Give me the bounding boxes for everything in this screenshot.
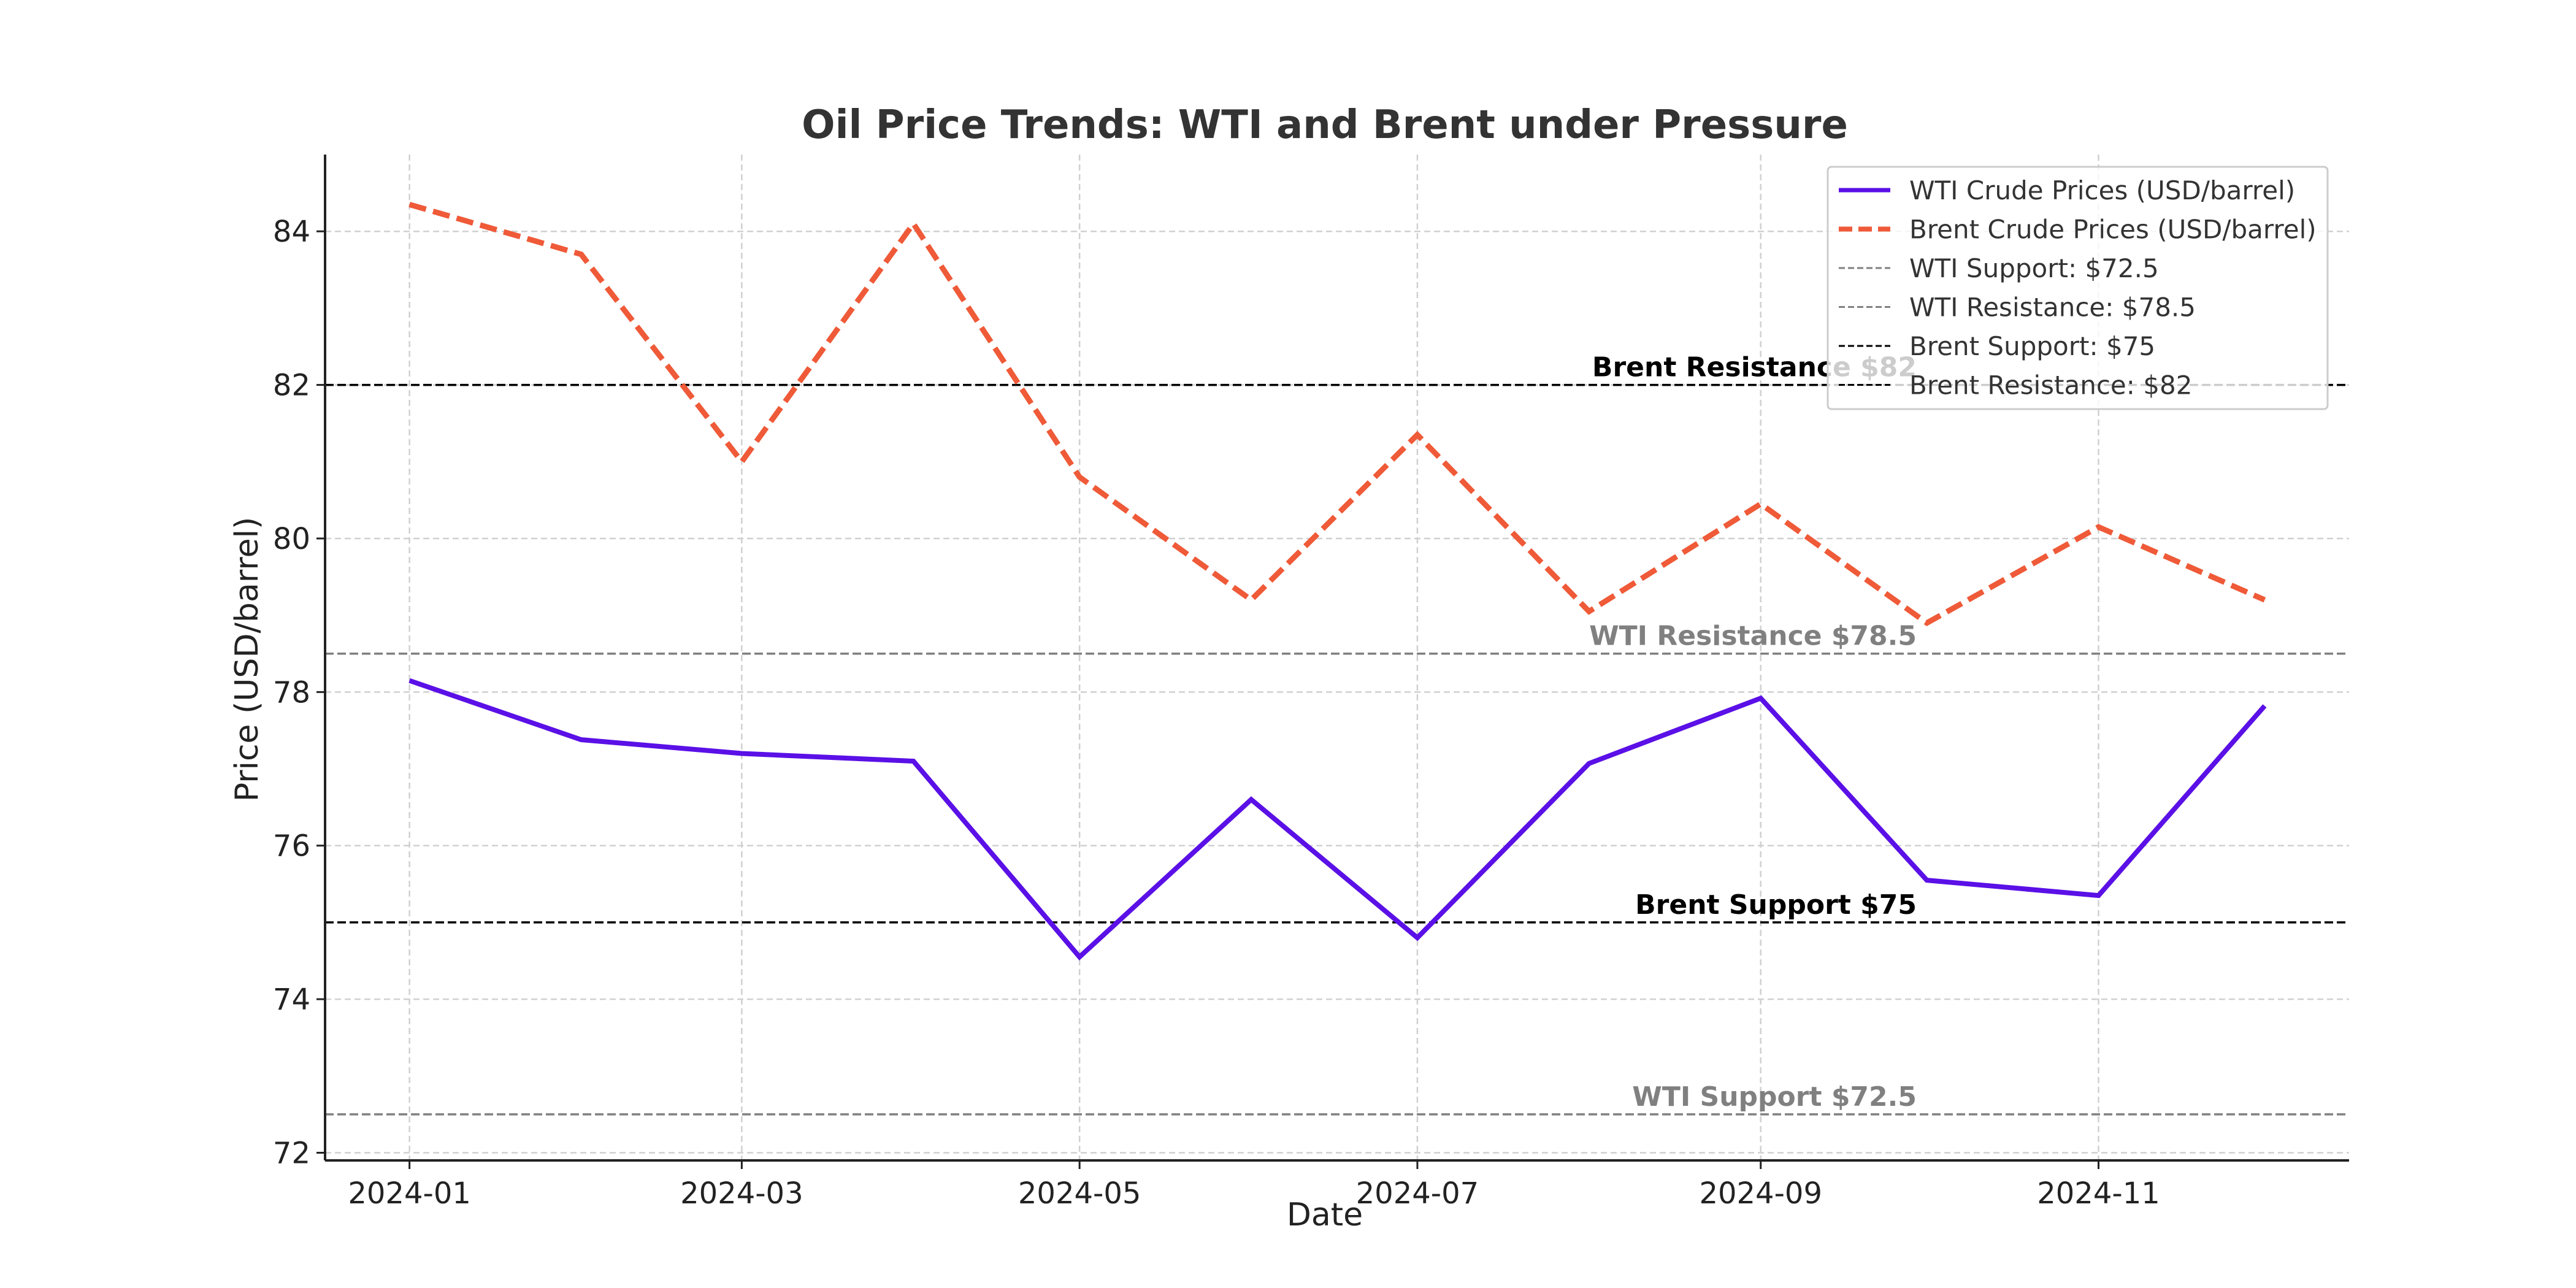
- x-tick-label: 2024-11: [2037, 1176, 2160, 1211]
- legend-label: WTI Support: $72.5: [1909, 253, 2159, 283]
- y-tick-label: 78: [273, 675, 310, 710]
- y-tick-label: 84: [273, 215, 310, 249]
- axes: 72 74 76 78 80 82 84 2024-01 2024-03 2024-05 2024-…: [273, 155, 2349, 1211]
- legend-label: Brent Resistance: $82: [1909, 370, 2192, 401]
- legend-box: [1827, 166, 2329, 410]
- y-tick-label: 80: [273, 522, 310, 556]
- y-tick-label: 72: [273, 1136, 310, 1170]
- series-line: [408, 678, 2267, 960]
- legend-label: WTI Resistance: $78.5: [1909, 293, 2196, 323]
- series-lines: [408, 202, 2267, 960]
- legend: WTI Crude Prices (USD/barrel) Brent Crude…: [1827, 166, 2329, 410]
- legend-label: Brent Support: $75: [1909, 331, 2155, 361]
- legend-label: WTI Crude Prices (USD/barrel): [1909, 175, 2295, 205]
- x-tick-label: 2024-09: [1699, 1176, 1822, 1211]
- y-axis-label: Price (USD/barrel): [229, 517, 266, 802]
- x-tick-label: 2024-05: [1018, 1176, 1141, 1211]
- reference-line-label: WTI Resistance $78.5: [1589, 621, 1917, 652]
- reference-line-label: Brent Support $75: [1635, 889, 1917, 921]
- x-tick-label: 2024-03: [680, 1176, 803, 1211]
- chart-title: Oil Price Trends: WTI and Brent under Pr…: [802, 102, 1848, 148]
- x-axis-label: Date: [1287, 1197, 1363, 1233]
- y-tick-label: 82: [273, 369, 310, 403]
- x-tick-label: 2024-07: [1356, 1176, 1479, 1211]
- legend-label: Brent Crude Prices (USD/barrel): [1909, 215, 2317, 245]
- reference-line-label: WTI Support $72.5: [1632, 1081, 1917, 1113]
- series-line: [408, 202, 2266, 627]
- y-tick-label: 74: [273, 983, 310, 1017]
- y-tick-label: 76: [273, 829, 310, 864]
- reference-line-labels: WTI Support $72.5 WTI Resistance $78.5 Bre…: [1589, 352, 1917, 1113]
- x-tick-label: 2024-01: [348, 1176, 471, 1211]
